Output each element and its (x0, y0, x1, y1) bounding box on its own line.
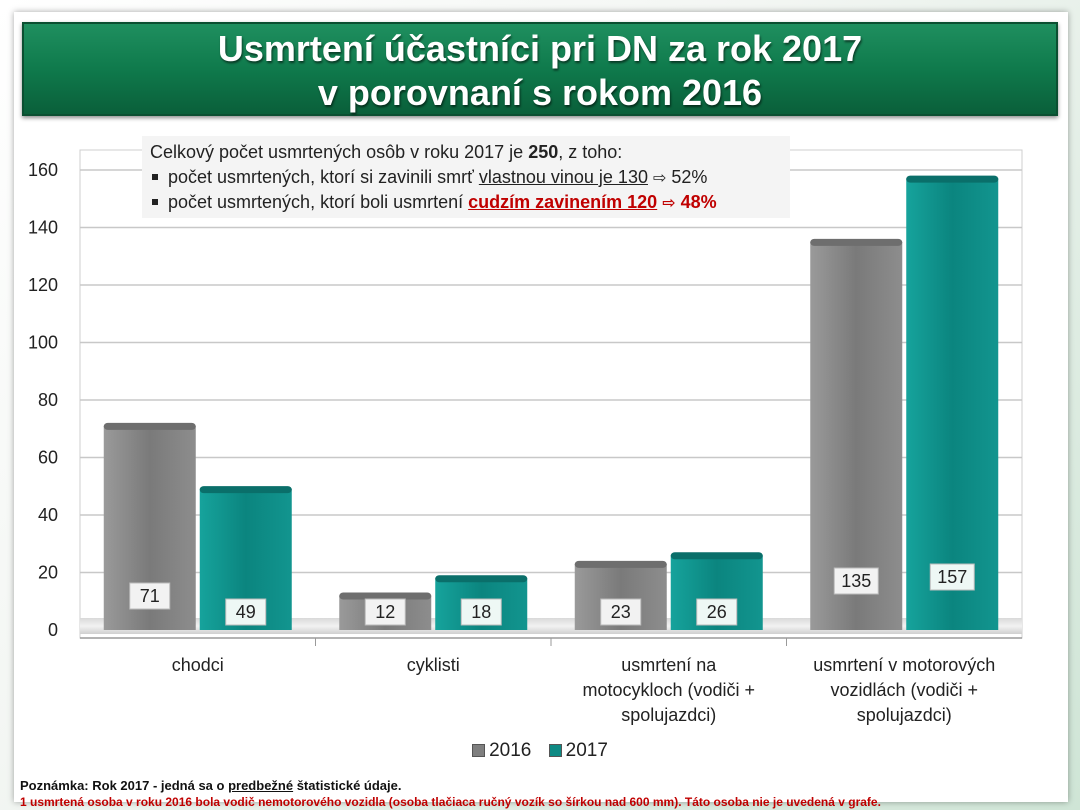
bar-cap-2017 (199, 486, 292, 494)
x-tick-label: vozidlách (vodiči + (830, 680, 978, 700)
bar-cap-2016 (339, 592, 432, 600)
summary-text: Celkový počet usmrtených osôb v roku 201… (150, 142, 529, 162)
data-label-box (929, 563, 975, 591)
bar-cap-2016 (810, 238, 903, 246)
x-tick-label: cyklisti (407, 655, 460, 675)
own-fault-count: vlastnou vinou je 130 (478, 167, 648, 187)
y-tick-label: 0 (48, 620, 58, 640)
data-label: 49 (236, 602, 256, 622)
y-tick-label: 120 (28, 275, 58, 295)
legend-item-2016: 2016 (472, 740, 531, 762)
bar-cap-2017 (435, 575, 528, 583)
data-label-box (600, 598, 642, 626)
data-label: 135 (841, 571, 871, 591)
x-tick-label: spolujazdci) (857, 705, 952, 725)
data-label: 12 (375, 602, 395, 622)
other-fault-count: cudzím zavinením 120 (468, 192, 658, 212)
x-tick-label: usmrtení v motorových (813, 655, 995, 675)
x-tick-label: spolujazdci) (621, 705, 716, 725)
y-tick-label: 60 (38, 448, 58, 468)
footnote-note: Poznámka: Rok 2017 - jedná sa o predbežn… (20, 778, 401, 793)
bullet-icon (152, 198, 158, 205)
footnote-text: Poznámka: Rok 2017 - jedná sa o (20, 778, 229, 793)
y-tick-label: 40 (38, 505, 58, 525)
data-label-box (364, 598, 406, 626)
bullet-icon (152, 173, 158, 180)
x-tick-label: chodci (172, 655, 224, 675)
data-label-box (833, 567, 879, 595)
summary-line-1: Celkový počet usmrtených osôb v roku 201… (150, 142, 622, 163)
data-label-box (696, 598, 738, 626)
footnote-text: predbežné (228, 778, 294, 793)
summary-text: počet usmrtených, ktorí boli usmrtení (168, 192, 469, 212)
summary-line-3: počet usmrtených, ktorí boli usmrtení cu… (150, 192, 717, 213)
chart-legend: 2016 2017 (0, 740, 1080, 762)
footnote-text: štatistické údaje. (293, 778, 402, 793)
legend-swatch-2017 (548, 744, 562, 758)
bar-cap-2017 (906, 175, 999, 183)
title-line-2: v porovnaní s rokom 2016 (317, 72, 763, 113)
y-tick-label: 20 (38, 563, 58, 583)
data-label-box (460, 598, 502, 626)
footnote-detail: 1 usmrtená osoba v roku 2016 bola vodič … (20, 795, 881, 809)
legend-label: 2017 (565, 740, 608, 761)
x-tick-label: usmrtení na (621, 655, 717, 675)
summary-text: , z toho: (558, 142, 623, 162)
bar-2016 (810, 241, 903, 630)
legend-swatch-2016 (472, 744, 486, 758)
data-label-box (129, 582, 171, 610)
own-fault-percent: 52% (671, 167, 708, 187)
bar-2017 (906, 178, 999, 630)
legend-label: 2016 (489, 740, 532, 761)
x-tick-label: motocykloch (vodiči + (582, 680, 755, 700)
title-line-1: Usmrtení účastníci pri DN za rok 2017 (217, 28, 863, 69)
y-tick-label: 160 (28, 160, 58, 180)
bar-cap-2016 (103, 422, 196, 430)
data-label: 157 (937, 567, 967, 587)
data-label: 23 (611, 602, 631, 622)
data-label: 71 (140, 586, 160, 606)
chart-floor (80, 618, 1022, 634)
summary-text: počet usmrtených, ktorí si zavinili smrť (168, 167, 479, 187)
summary-total: 250 (528, 142, 559, 162)
data-label: 26 (707, 602, 727, 622)
arrow-right-icon: ⇨ (662, 193, 676, 212)
other-fault-percent: 48% (680, 192, 717, 212)
bar-cap-2016 (574, 560, 667, 568)
summary-line-2: počet usmrtených, ktorí si zavinili smrť… (150, 167, 707, 188)
y-tick-label: 80 (38, 390, 58, 410)
data-label: 18 (471, 602, 491, 622)
legend-item-2017: 2017 (548, 740, 608, 762)
summary-box: Celkový počet usmrtených osôb v roku 201… (142, 136, 790, 218)
bar-cap-2017 (670, 552, 763, 560)
y-tick-label: 100 (28, 333, 58, 353)
y-tick-label: 140 (28, 218, 58, 238)
data-label-box (225, 598, 267, 626)
title-banner: Usmrtení účastníci pri DN za rok 2017 v … (22, 22, 1058, 116)
arrow-right-icon: ⇨ (652, 168, 667, 187)
